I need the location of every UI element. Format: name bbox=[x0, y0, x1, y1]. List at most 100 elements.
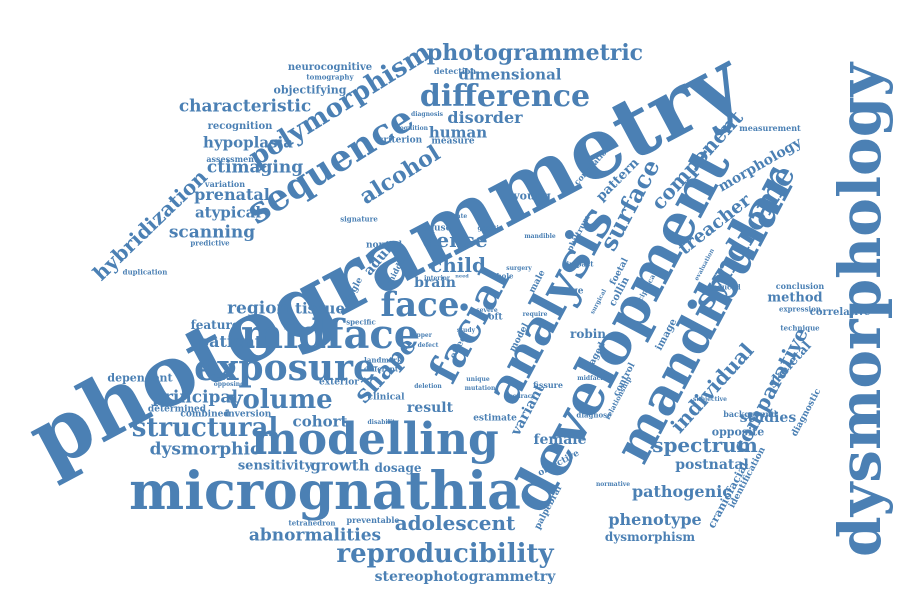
word: mutation bbox=[464, 385, 496, 392]
word: midfacial bbox=[577, 375, 609, 382]
word: normal bbox=[365, 240, 403, 251]
word: robin bbox=[570, 327, 606, 341]
word: technique bbox=[780, 323, 820, 333]
word: evaluate bbox=[438, 213, 468, 220]
word: structural bbox=[131, 413, 279, 443]
word: stage bbox=[556, 286, 584, 297]
word: female bbox=[533, 432, 587, 448]
word: surgery bbox=[506, 265, 532, 272]
word: spectrum bbox=[652, 433, 758, 457]
word: principal bbox=[152, 387, 238, 408]
word: photogrammetric bbox=[426, 40, 644, 66]
word: result bbox=[406, 400, 454, 416]
word: cognition bbox=[396, 125, 428, 132]
word: assessment bbox=[206, 154, 258, 164]
word: clinical bbox=[367, 392, 405, 403]
word: difference bbox=[419, 79, 591, 114]
word: region bbox=[227, 298, 289, 319]
word: mandible bbox=[524, 233, 556, 240]
word: deletion bbox=[414, 383, 442, 390]
word: method bbox=[767, 290, 823, 306]
word: induced bbox=[709, 282, 741, 292]
word: tetrahedron bbox=[288, 518, 336, 528]
word: need bbox=[455, 273, 469, 280]
word: soft bbox=[483, 312, 503, 323]
word: specific bbox=[346, 317, 376, 327]
word: volume bbox=[227, 385, 333, 415]
word: patient bbox=[197, 332, 263, 351]
word: diagnosis bbox=[411, 111, 443, 118]
word: impact bbox=[566, 259, 594, 269]
word: exterior bbox=[319, 377, 359, 388]
word: detection bbox=[433, 66, 477, 76]
word: disability bbox=[367, 419, 399, 426]
word: criterion bbox=[377, 135, 423, 146]
word: objectifying bbox=[273, 83, 347, 97]
word: interior bbox=[424, 275, 450, 282]
word: phenotype bbox=[608, 510, 702, 529]
word: require bbox=[522, 311, 548, 318]
word: recognition bbox=[207, 121, 273, 132]
word: postnatal bbox=[675, 457, 749, 473]
word: opposing bbox=[213, 381, 245, 388]
word: genetic bbox=[477, 225, 503, 232]
word: hypoplasia bbox=[203, 133, 293, 152]
word: dysmorphic bbox=[149, 439, 261, 460]
word: studies bbox=[739, 410, 797, 426]
word: characteristic bbox=[178, 96, 312, 117]
word: duplication bbox=[122, 267, 168, 277]
word: severe bbox=[476, 307, 498, 314]
word: upper bbox=[412, 332, 432, 339]
word: neurocognitive bbox=[287, 62, 373, 73]
word: combined bbox=[180, 409, 230, 420]
word: ctimaging bbox=[206, 157, 304, 178]
word: cohort bbox=[292, 412, 348, 431]
word: determined bbox=[147, 404, 207, 415]
word: diagnose bbox=[576, 410, 612, 420]
word: defect bbox=[417, 342, 439, 349]
word: landmark bbox=[364, 355, 402, 365]
word: study bbox=[456, 327, 476, 334]
word: pathogenic bbox=[631, 482, 733, 501]
word: predictive bbox=[190, 238, 230, 248]
word: normative bbox=[595, 481, 631, 488]
word: abnormalities bbox=[248, 525, 382, 546]
word: young bbox=[513, 189, 551, 203]
word: scanning bbox=[168, 222, 256, 243]
word: adolescent bbox=[394, 511, 516, 535]
word: inversion bbox=[224, 409, 272, 420]
word: background bbox=[723, 409, 777, 419]
word: variation bbox=[204, 179, 246, 189]
word: dependent bbox=[107, 371, 173, 385]
word: exposure bbox=[194, 347, 376, 389]
word: feature bbox=[190, 318, 240, 332]
word: measure bbox=[431, 136, 475, 147]
word: growth bbox=[310, 456, 370, 475]
word: subjective bbox=[693, 396, 727, 403]
word: modelling bbox=[251, 414, 499, 465]
word: human bbox=[428, 123, 488, 142]
word: stereophotogrammetry bbox=[374, 569, 556, 585]
word: tomography bbox=[306, 72, 354, 82]
word: measurement bbox=[739, 123, 801, 133]
word: accuracy bbox=[505, 393, 535, 400]
word: correlative bbox=[809, 307, 871, 318]
word: dysmorphism bbox=[604, 530, 696, 544]
word: different bbox=[363, 364, 399, 374]
word: dense bbox=[422, 228, 488, 252]
word: conclusion bbox=[775, 281, 825, 291]
word: dosage bbox=[374, 461, 422, 475]
word: whole bbox=[490, 271, 514, 281]
word: face bbox=[380, 285, 460, 325]
word: expression bbox=[779, 304, 821, 314]
word: preventable bbox=[346, 515, 400, 525]
word: prenatal bbox=[194, 185, 270, 204]
word: reproducibility bbox=[336, 539, 554, 569]
word: brain bbox=[414, 275, 456, 291]
word: atypical bbox=[194, 203, 262, 222]
word: fissure bbox=[533, 380, 563, 390]
word: opposite bbox=[711, 425, 765, 439]
word: disorder bbox=[447, 108, 523, 127]
word: estimate bbox=[473, 413, 517, 424]
